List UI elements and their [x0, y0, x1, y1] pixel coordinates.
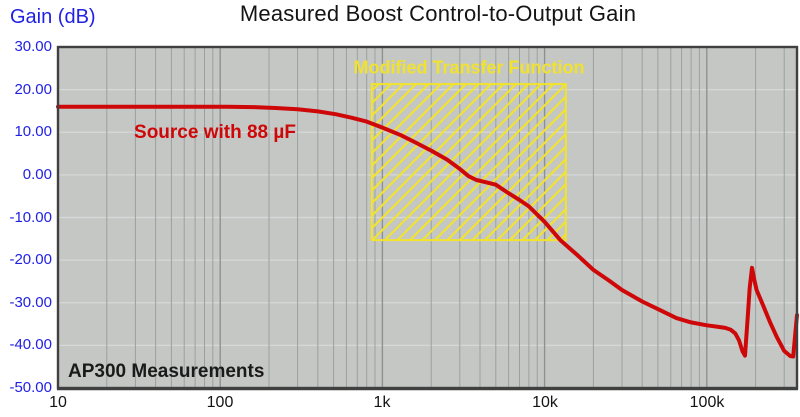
- y-axis-title: Gain (dB): [10, 6, 96, 28]
- y-tick-label: -20.00: [9, 251, 52, 268]
- x-tick-label: 100: [206, 394, 234, 411]
- x-tick-label: 10: [49, 394, 67, 411]
- y-tick-label: 0.00: [22, 166, 52, 183]
- x-tick-label: 10k: [532, 394, 558, 411]
- x-tick-label: 100k: [689, 394, 725, 411]
- series-label: Source with 88 µF: [134, 122, 296, 143]
- chart-title: Measured Boost Control-to-Output Gain: [239, 1, 637, 26]
- region-label: Modified Transfer Function: [353, 57, 585, 78]
- x-tick-label: 1k: [373, 394, 391, 411]
- credit-label: AP300 Measurements: [68, 361, 265, 382]
- y-tick-label: -40.00: [9, 336, 52, 353]
- y-tick-label: 10.00: [14, 123, 52, 140]
- y-tick-label: 20.00: [14, 81, 52, 98]
- y-tick-label: -30.00: [9, 294, 52, 311]
- y-tick-label: -50.00: [9, 379, 52, 396]
- y-tick-label: 30.00: [14, 38, 52, 55]
- y-tick-label: -10.00: [9, 209, 52, 226]
